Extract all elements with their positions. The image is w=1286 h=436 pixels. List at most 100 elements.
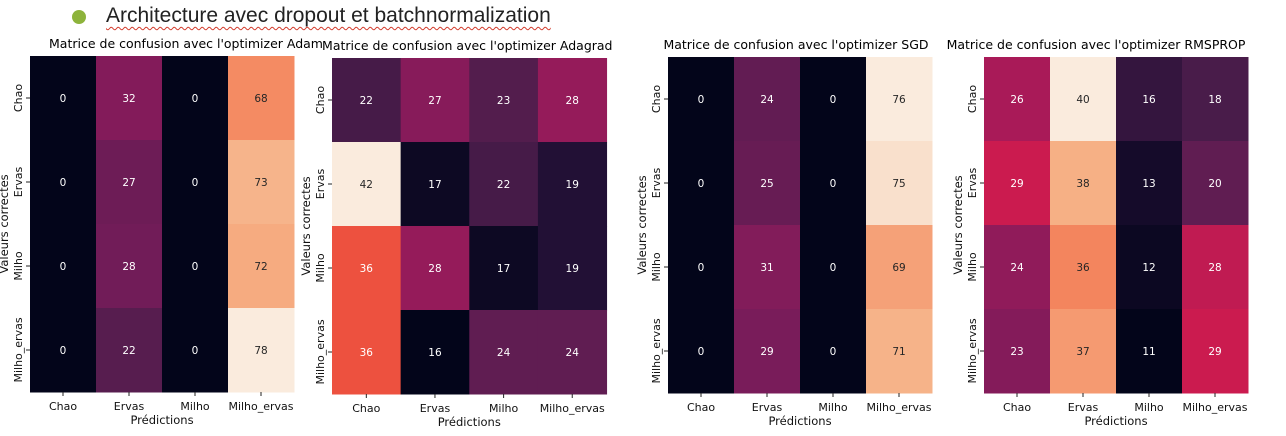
cell-value-label: 29 [1208, 346, 1221, 358]
cell-value-label: 13 [1142, 178, 1155, 190]
y-tick-label: Ervas [966, 168, 979, 199]
cell-value-label: 23 [497, 95, 510, 107]
heatmap-cell [1116, 141, 1183, 226]
cell-value-label: 78 [254, 345, 267, 357]
y-tick-label: Milho_ervas [966, 318, 979, 383]
cell-value-label: 40 [1076, 94, 1089, 106]
cell-value-label: 0 [192, 345, 199, 357]
cell-value-label: 42 [360, 179, 373, 191]
cell-value-label: 22 [360, 95, 373, 107]
cell-value-label: 16 [428, 347, 442, 359]
y-axis-label: Valeurs correctes [0, 174, 11, 273]
slide-title: Architecture avec dropout et batchnormal… [106, 4, 551, 27]
cell-value-label: 27 [428, 95, 441, 107]
heatmap-cell [162, 224, 229, 309]
cell-value-label: 23 [1010, 346, 1023, 358]
heatmap-cell [96, 140, 163, 225]
heatmap-cell [734, 141, 801, 226]
chart-title: Matrice de confusion avec l'optimizer RM… [947, 37, 1246, 52]
heatmap-cell [228, 56, 295, 141]
x-tick-label: Chao [49, 400, 77, 413]
cell-value-label: 25 [760, 178, 773, 190]
heatmap-cell [800, 225, 867, 310]
heatmap-cell [1182, 309, 1249, 394]
heatmap-cell [96, 56, 163, 141]
heatmap-cell [800, 57, 867, 142]
x-tick-label: Chao [352, 402, 380, 415]
y-tick-label: Chao [966, 85, 979, 113]
heatmap-cell [668, 225, 735, 310]
heatmap-cell [30, 308, 97, 393]
cell-value-label: 22 [497, 179, 510, 191]
y-axis-label: Valeurs correctes [635, 175, 649, 274]
chart-title: Matrice de confusion avec l'optimizer SG… [663, 37, 928, 52]
heatmap-cell [96, 308, 163, 393]
heatmap-cell [400, 310, 470, 395]
cell-value-label: 28 [1208, 262, 1221, 274]
cell-value-label: 27 [122, 177, 135, 189]
y-axis-label: Valeurs correctes [951, 175, 965, 274]
heatmap-cell [1050, 141, 1117, 226]
heatmap-cell [734, 225, 801, 310]
cell-value-label: 68 [254, 93, 267, 105]
cell-value-label: 24 [760, 94, 774, 106]
cell-value-label: 0 [60, 345, 67, 357]
x-axis-label: Prédictions [438, 415, 501, 429]
confusion-matrix-rmsprop: Matrice de confusion avec l'optimizer RM… [947, 37, 1249, 428]
y-tick-label: Chao [12, 84, 25, 112]
heatmap-cell [1182, 225, 1249, 310]
y-tick-label: Ervas [650, 168, 663, 199]
cell-value-label: 0 [192, 177, 199, 189]
confusion-matrix-adagrad: Matrice de confusion avec l'optimizer Ad… [299, 38, 613, 429]
heatmap-cell [228, 308, 295, 393]
cell-value-label: 31 [760, 262, 773, 274]
heatmap-cell [984, 225, 1051, 310]
cell-value-label: 36 [360, 347, 374, 359]
heatmap-cell [469, 310, 539, 395]
heatmap-cell [400, 142, 470, 227]
heatmap-cell [866, 309, 933, 394]
heatmap-cell [162, 140, 229, 225]
cell-value-label: 29 [760, 346, 773, 358]
cell-value-label: 24 [566, 347, 580, 359]
cell-value-label: 0 [830, 346, 837, 358]
x-tick-label: Milho_ervas [1182, 401, 1247, 414]
heatmap-cell [866, 225, 933, 310]
y-axis-label: Valeurs correctes [299, 176, 313, 275]
heatmap-cell [537, 58, 608, 143]
heatmap-cell [228, 224, 295, 309]
cell-value-label: 71 [892, 346, 905, 358]
cell-value-label: 36 [360, 263, 374, 275]
x-tick-label: Milho [818, 401, 848, 414]
heatmap-cell [332, 58, 402, 143]
heatmap-cell [1050, 57, 1117, 142]
y-tick-label: Milho [966, 252, 979, 282]
cell-value-label: 29 [1010, 178, 1023, 190]
heatmap-cell [734, 57, 801, 142]
cell-value-label: 72 [254, 261, 267, 273]
heatmap-cell [469, 142, 539, 227]
cell-value-label: 18 [1208, 94, 1221, 106]
x-tick-label: Milho [180, 400, 210, 413]
cell-value-label: 0 [830, 94, 837, 106]
heatmap-cell [800, 141, 867, 226]
heatmap-cell [228, 140, 295, 225]
heatmap-cell [1182, 57, 1249, 142]
x-tick-label: Chao [1003, 401, 1031, 414]
x-axis-label: Prédictions [768, 414, 831, 428]
heatmap-cell [1050, 225, 1117, 310]
heatmap-cell [400, 226, 470, 311]
cell-value-label: 16 [1142, 94, 1156, 106]
y-tick-label: Milho_ervas [314, 319, 327, 384]
chart-title: Matrice de confusion avec l'optimizer Ad… [49, 36, 323, 51]
cell-value-label: 28 [428, 263, 441, 275]
cell-value-label: 0 [830, 178, 837, 190]
cell-value-label: 73 [254, 177, 267, 189]
cell-value-label: 28 [122, 261, 135, 273]
heatmap-cell [332, 310, 402, 395]
x-tick-label: Milho_ervas [228, 400, 293, 413]
cell-value-label: 38 [1076, 178, 1089, 190]
chart-title: Matrice de confusion avec l'optimizer Ad… [322, 38, 612, 53]
cell-value-label: 37 [1076, 346, 1089, 358]
cell-value-label: 0 [192, 261, 199, 273]
